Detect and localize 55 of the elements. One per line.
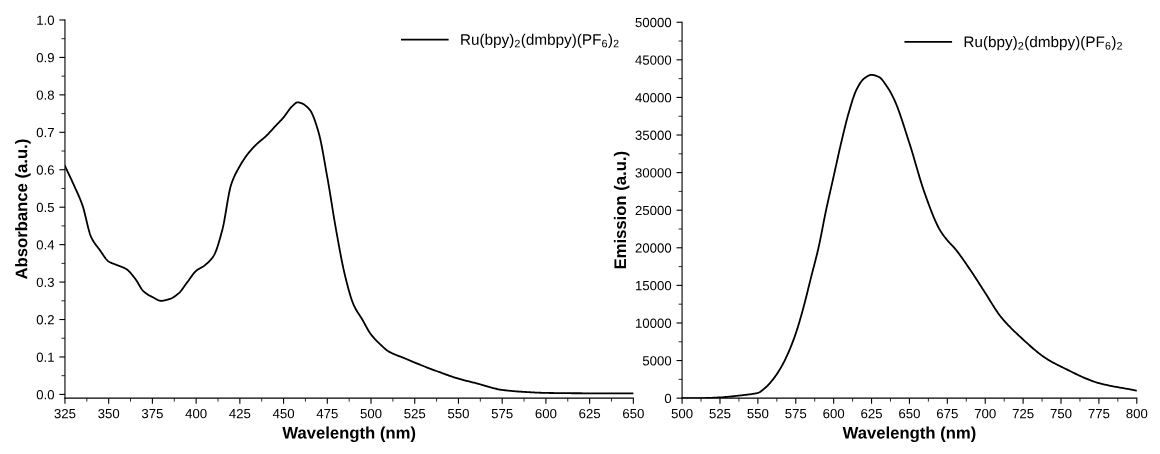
- y-tick-label: 30000: [635, 168, 672, 178]
- y-tick-label: 25000: [635, 205, 672, 216]
- y-tick-label: 0.3: [36, 277, 54, 287]
- y-tick-label: 0.8: [36, 90, 54, 100]
- y-tick-label: 1.0: [37, 15, 55, 25]
- y-tick-label: 0.4: [36, 240, 55, 250]
- x-tick-label: 525: [404, 408, 426, 419]
- y-tick-label: 0.6: [36, 165, 54, 175]
- y-tick-label: 45000: [635, 55, 672, 65]
- y-tick-label: 50000: [635, 17, 672, 28]
- x-tick-label: 600: [535, 408, 557, 419]
- x-tick-label: 650: [623, 408, 644, 419]
- y-tick-label: 0.7: [36, 127, 54, 138]
- y-tick-label: 0.1: [36, 352, 54, 362]
- x-tick-label: 475: [316, 409, 338, 419]
- x-tick-label: 525: [709, 408, 731, 419]
- y-tick-label: 20000: [635, 243, 672, 253]
- x-axis-title: Wavelength (nm): [282, 426, 416, 443]
- y-axis-title: Absorbance (a.u.): [15, 139, 31, 280]
- y-axis-title: Emission (a.u.): [613, 151, 630, 269]
- x-tick-label: 375: [141, 408, 163, 419]
- x-tick-label: 550: [447, 408, 469, 419]
- legend-label: Ru(bpy)$_{2}$(dmbpy)(PF$_{6}$)$_{2}$: [461, 33, 619, 48]
- y-tick-label: 0: [664, 393, 672, 404]
- x-tick-label: 450: [272, 408, 295, 419]
- y-tick-label: 35000: [635, 130, 672, 140]
- x-tick-label: 625: [861, 408, 882, 419]
- x-tick-label: 350: [98, 408, 120, 419]
- x-tick-label: 575: [785, 409, 807, 419]
- y-tick-label: 0.9: [36, 52, 54, 63]
- y-tick-label: 10000: [635, 318, 672, 328]
- x-tick-label: 575: [491, 409, 513, 419]
- x-tick-label: 700: [974, 408, 996, 419]
- x-tick-label: 625: [579, 408, 601, 419]
- y-tick-label: 15000: [635, 280, 672, 291]
- x-tick-label: 425: [229, 408, 251, 419]
- x-tick-label: 325: [54, 408, 76, 419]
- y-tick-label: 5000: [642, 356, 672, 366]
- legend-label: Ru(bpy)$_{2}$(dmbpy)(PF$_{6}$)$_{2}$: [964, 36, 1122, 51]
- y-tick-label: 0.2: [36, 315, 54, 325]
- x-tick-label: 675: [937, 408, 958, 419]
- x-axis-title: Wavelength (nm): [842, 426, 976, 443]
- x-tick-label: 800: [1126, 408, 1148, 419]
- x-tick-label: 500: [671, 408, 693, 419]
- x-tick-label: 500: [360, 408, 382, 419]
- x-tick-label: 775: [1088, 409, 1110, 419]
- x-tick-label: 550: [747, 408, 769, 419]
- x-tick-label: 725: [1012, 408, 1034, 419]
- x-tick-label: 400: [185, 408, 207, 419]
- x-tick-label: 750: [1050, 408, 1072, 419]
- x-tick-label: 650: [899, 408, 920, 419]
- x-tick-label: 600: [823, 408, 845, 419]
- y-tick-label: 40000: [635, 93, 672, 103]
- y-tick-label: 0.0: [36, 389, 55, 400]
- y-tick-label: 0.5: [36, 202, 54, 213]
